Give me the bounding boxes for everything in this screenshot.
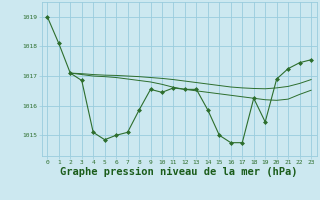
X-axis label: Graphe pression niveau de la mer (hPa): Graphe pression niveau de la mer (hPa) <box>60 167 298 177</box>
